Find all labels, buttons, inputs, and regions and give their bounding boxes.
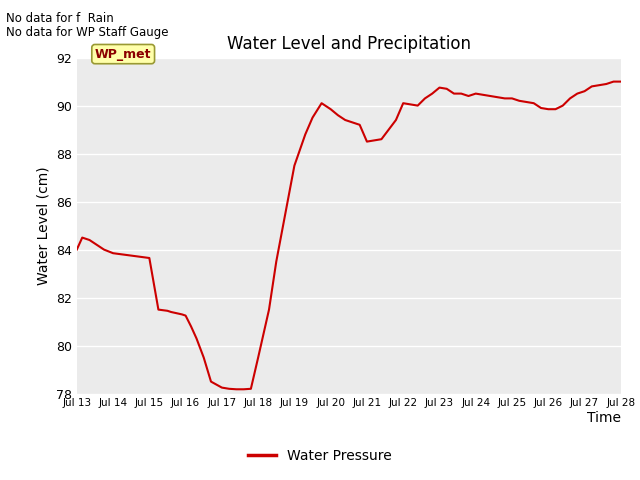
Legend: Water Pressure: Water Pressure [243, 443, 397, 468]
Title: Water Level and Precipitation: Water Level and Precipitation [227, 35, 471, 53]
Y-axis label: Water Level (cm): Water Level (cm) [36, 166, 51, 285]
X-axis label: Time: Time [587, 411, 621, 425]
Text: No data for f  Rain: No data for f Rain [6, 12, 114, 25]
Text: No data for WP Staff Gauge: No data for WP Staff Gauge [6, 26, 169, 39]
Text: WP_met: WP_met [95, 48, 152, 60]
